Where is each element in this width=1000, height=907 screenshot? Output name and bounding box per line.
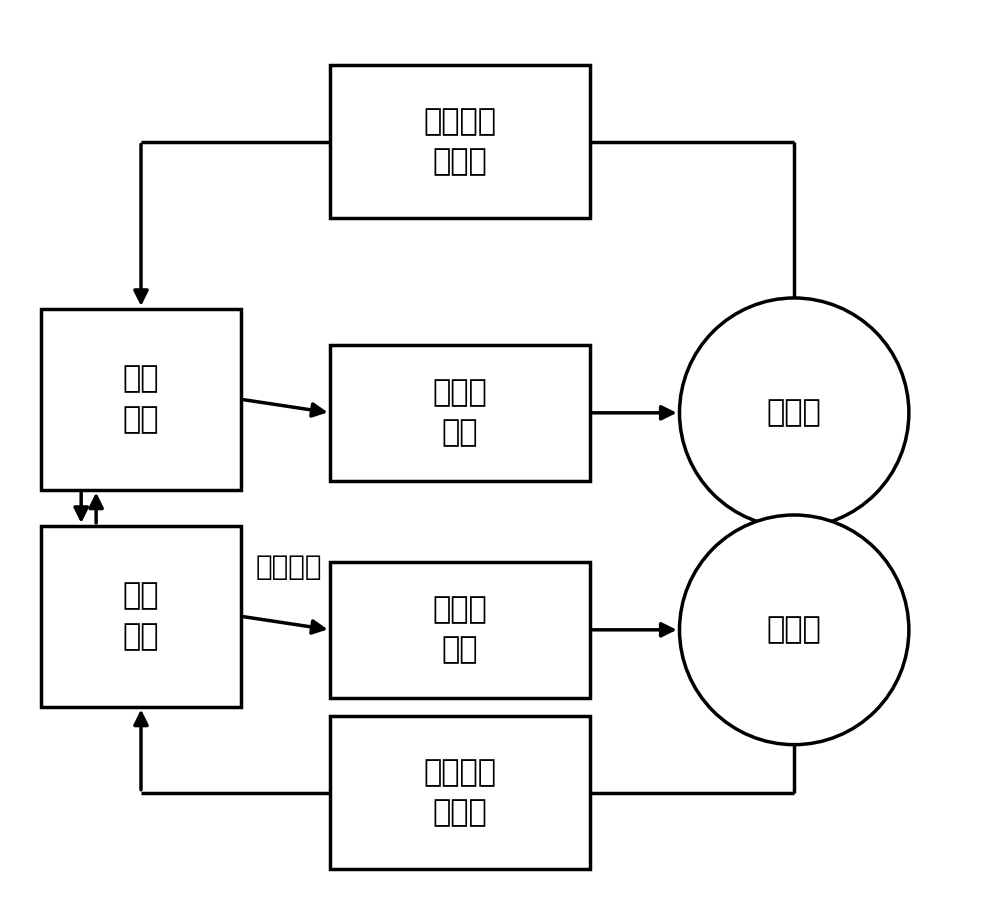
Bar	[330, 345, 590, 481]
Text: 功率变
换器: 功率变 换器	[433, 595, 487, 665]
Text: 位置、速
度检测: 位置、速 度检测	[424, 758, 497, 827]
Bar	[330, 716, 590, 870]
Bar	[41, 308, 241, 490]
Text: 位置、速
度检测: 位置、速 度检测	[424, 107, 497, 176]
Text: 功率变
换器: 功率变 换器	[433, 378, 487, 447]
Text: 高速通信: 高速通信	[256, 552, 322, 580]
Text: 从控
制器: 从控 制器	[123, 581, 159, 651]
Ellipse shape	[680, 515, 909, 745]
Bar	[330, 562, 590, 697]
Ellipse shape	[680, 298, 909, 528]
Text: 主电机: 主电机	[767, 398, 822, 427]
Bar	[41, 526, 241, 707]
Text: 主控
制器: 主控 制器	[123, 365, 159, 434]
Bar	[330, 64, 590, 219]
Text: 从电机: 从电机	[767, 615, 822, 644]
